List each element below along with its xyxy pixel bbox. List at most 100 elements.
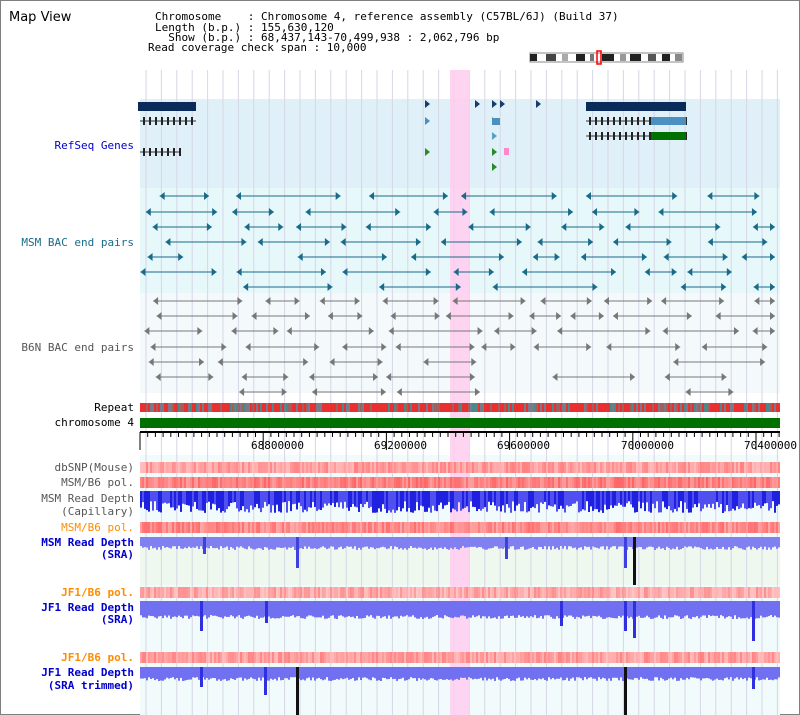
depth-bar: [566, 601, 568, 617]
heat-segment: [168, 462, 170, 473]
b6n-bac-pair-end: [662, 327, 668, 335]
heat-segment: [774, 522, 776, 533]
repeat-segment: [282, 403, 284, 412]
msm-bac-pair-end: [411, 253, 417, 261]
heat-segment: [580, 522, 582, 533]
depth-bar: [728, 491, 730, 512]
repeat-segment: [348, 403, 350, 412]
msm-bac-pair-end: [381, 253, 387, 261]
depth-bar: [390, 601, 392, 619]
depth-bar: [612, 601, 614, 619]
b6n-bac-pair-end: [760, 358, 766, 366]
heat-segment: [408, 522, 410, 533]
depth-bar: [174, 491, 176, 511]
depth-bar: [302, 601, 304, 619]
depth-bar: [354, 667, 356, 681]
depth-bar: [462, 491, 464, 509]
depth-bar: [756, 537, 758, 550]
depth-bar: [454, 667, 456, 680]
heat-segment: [188, 477, 190, 488]
heat-segment: [622, 462, 624, 473]
gene-exon: [167, 117, 169, 125]
heat-segment: [350, 477, 352, 488]
repeat-segment: [176, 403, 178, 412]
heat-segment: [526, 477, 528, 488]
heat-segment: [644, 652, 646, 663]
depth-bar: [302, 667, 304, 680]
heat-segment: [648, 462, 650, 473]
repeat-segment: [458, 403, 460, 412]
heat-segment: [490, 587, 492, 598]
heat-segment: [358, 522, 360, 533]
heat-segment: [174, 462, 176, 473]
heat-segment: [230, 587, 232, 598]
heat-segment: [576, 462, 578, 473]
repeat-segment: [202, 403, 204, 412]
depth-bar: [286, 491, 288, 513]
heat-segment: [768, 522, 770, 533]
depth-bar: [460, 537, 462, 549]
heat-segment: [610, 522, 612, 533]
track-label-msm-bac[interactable]: MSM BAC end pairs: [21, 236, 134, 249]
heat-segment: [312, 587, 314, 598]
repeat-segment: [520, 403, 522, 412]
heat-segment: [596, 587, 598, 598]
b6n-bac-pair-end: [381, 343, 387, 351]
b6n-bac-pair-end: [673, 358, 679, 366]
depth-bar: [692, 667, 694, 678]
heat-segment: [498, 652, 500, 663]
heat-segment: [212, 652, 214, 663]
depth-bar: [192, 601, 194, 616]
depth-bar: [628, 667, 630, 680]
depth-bar: [582, 537, 584, 550]
depth-bar: [196, 667, 198, 678]
repeat-segment: [204, 403, 206, 412]
heat-segment: [516, 587, 518, 598]
b6n-bac-pair-end: [664, 373, 670, 381]
heat-segment: [762, 652, 764, 663]
gene-exon: [173, 117, 175, 125]
heat-segment: [768, 652, 770, 663]
heat-segment: [544, 652, 546, 663]
heat-segment: [694, 587, 696, 598]
depth-bar: [190, 537, 192, 549]
track-label-b6n-bac[interactable]: B6N BAC end pairs: [21, 341, 134, 354]
heat-segment: [428, 462, 430, 473]
heat-segment: [664, 462, 666, 473]
heat-segment: [476, 462, 478, 473]
heat-segment: [230, 462, 232, 473]
heat-segment: [494, 522, 496, 533]
depth-bar: [264, 491, 266, 502]
repeat-segment: [192, 403, 194, 412]
depth-bar: [488, 601, 490, 617]
depth-bar: [506, 667, 508, 679]
depth-bar: [170, 601, 172, 619]
depth-bar: [436, 667, 438, 681]
heat-segment: [760, 462, 762, 473]
depth-bar: [362, 601, 364, 619]
heat-segment: [146, 652, 148, 663]
depth-bar: [656, 537, 658, 549]
heat-segment: [754, 587, 756, 598]
depth-bar: [524, 491, 526, 502]
depth-bar: [216, 601, 218, 617]
depth-bar: [368, 537, 370, 549]
depth-bar: [442, 601, 444, 619]
b6n-bac-pair-end: [754, 297, 760, 305]
gene-exon: [613, 132, 615, 140]
heat-segment: [454, 652, 456, 663]
depth-bar: [734, 537, 736, 547]
depth-bar: [234, 667, 236, 680]
depth-bar: [652, 491, 654, 504]
depth-bar: [776, 667, 778, 680]
repeat-segment: [454, 403, 456, 412]
depth-bar: [226, 601, 228, 617]
depth-bar: [532, 537, 534, 548]
track-label-refseq[interactable]: RefSeq Genes: [54, 139, 134, 152]
depth-bar: [376, 491, 378, 513]
depth-bar: [536, 601, 538, 619]
heat-segment: [700, 587, 702, 598]
heat-segment: [140, 477, 142, 488]
depth-bar: [486, 537, 488, 550]
